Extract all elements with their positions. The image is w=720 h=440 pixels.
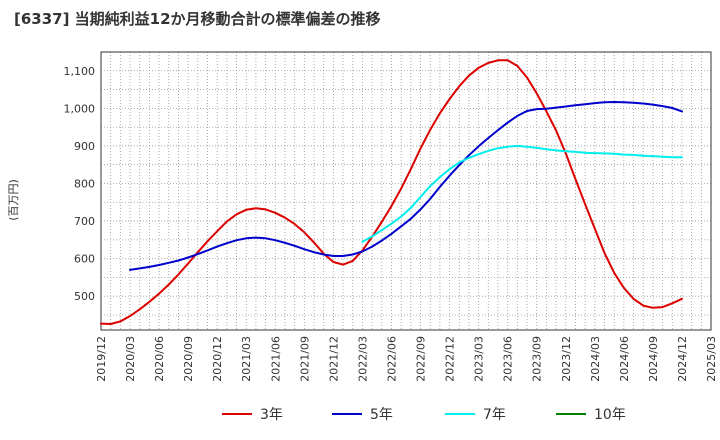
legend-label-5年: 5年: [370, 407, 393, 423]
x-tick-label: 2020/06: [153, 336, 166, 382]
x-tick-label: 2024/12: [676, 336, 689, 382]
y-tick-label: 800: [74, 177, 95, 190]
series-layer: [100, 59, 683, 325]
y-tick-label: 600: [74, 253, 95, 266]
y-tick-label: 1,100: [64, 65, 96, 78]
legend: 3年 5年 7年 10年: [222, 407, 626, 423]
x-tick-label: 2019/12: [95, 336, 108, 382]
x-tick-label: 2022/12: [444, 336, 457, 382]
x-tick-label: 2024/06: [618, 336, 631, 382]
x-tick-label: 2021/12: [327, 336, 340, 382]
y-tick-label: 700: [74, 215, 95, 228]
x-tick-label: 2020/12: [211, 336, 224, 382]
x-tick-label: 2024/03: [589, 336, 602, 382]
grid: [100, 51, 712, 330]
chart-title: [6337] 当期純利益12か月移動合計の標準偏差の推移: [14, 10, 381, 28]
series-line-3年: [100, 59, 683, 325]
x-tick-label: 2020/09: [182, 336, 195, 382]
legend-label-7年: 7年: [483, 407, 506, 423]
y-axis-ticks: 500 600 700 800 900 1,000 1,100: [64, 65, 96, 303]
x-tick-label: 2023/03: [473, 336, 486, 382]
x-tick-label: 2021/03: [240, 336, 253, 382]
x-tick-label: 2022/03: [356, 336, 369, 382]
y-tick-label: 1,000: [64, 102, 96, 115]
x-tick-label: 2021/09: [298, 336, 311, 382]
x-tick-label: 2023/06: [502, 336, 515, 382]
y-tick-label: 900: [74, 140, 95, 153]
legend-label-3年: 3年: [260, 407, 283, 423]
x-tick-label: 2025/03: [705, 336, 718, 382]
series-line-5年: [129, 101, 683, 271]
x-tick-label: 2023/09: [531, 336, 544, 382]
y-tick-label: 500: [74, 290, 95, 303]
x-axis-ticks: 2019/12 2020/03 2020/06 2020/09 2020/12 2021/…: [95, 336, 718, 382]
y-axis-label: (百万円): [7, 179, 20, 221]
x-tick-label: 2023/12: [560, 336, 573, 382]
series-line-7年: [361, 144, 683, 243]
x-tick-label: 2022/09: [415, 336, 428, 382]
x-tick-label: 2020/03: [124, 336, 137, 382]
x-tick-label: 2024/09: [647, 336, 660, 382]
plot-frame: [100, 51, 712, 331]
legend-label-10年: 10年: [594, 407, 626, 423]
x-tick-label: 2021/06: [269, 336, 282, 382]
x-tick-label: 2022/06: [385, 336, 398, 382]
